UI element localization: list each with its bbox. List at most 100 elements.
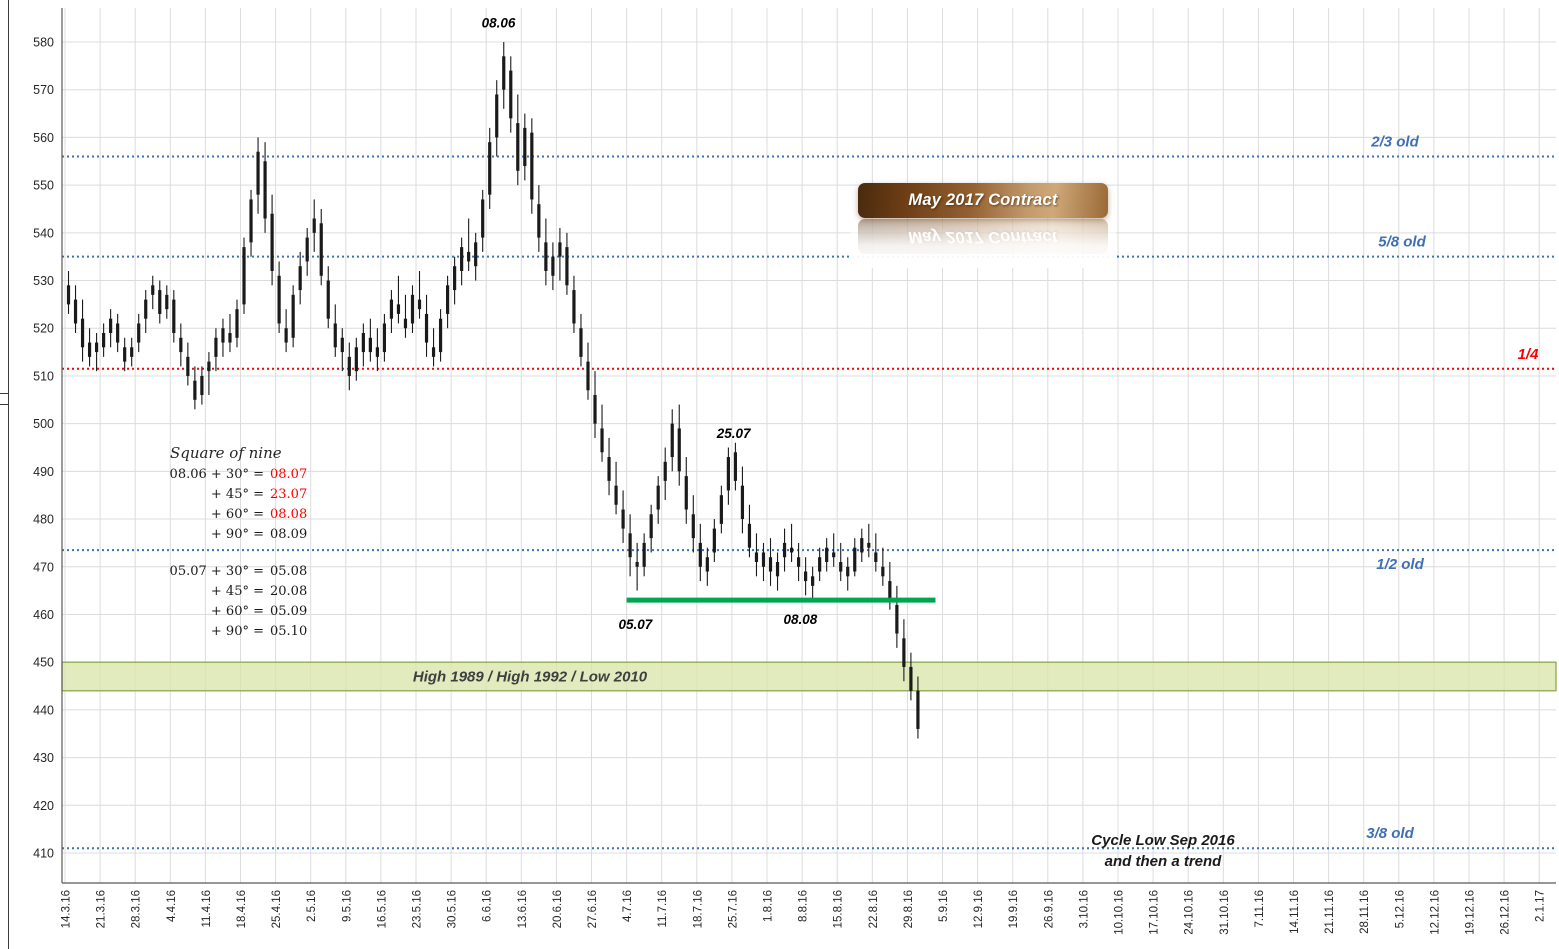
window-edge-line [8, 0, 9, 949]
band-label: High 1989 / High 1992 / Low 2010 [413, 668, 648, 685]
svg-text:8.8.16: 8.8.16 [798, 890, 810, 922]
contract-badge: May 2017 Contract [858, 183, 1108, 218]
edge-marker-bottom [0, 404, 9, 405]
svg-text:510: 510 [33, 369, 54, 383]
support-band: High 1989 / High 1992 / Low 2010 [61, 661, 1557, 692]
square-of-nine-row: + 60° = 08.08 [210, 507, 308, 522]
reference-line-label: 2/3 old [1370, 133, 1419, 150]
svg-text:14.11.16: 14.11.16 [1289, 890, 1301, 934]
svg-text:5.12.16: 5.12.16 [1394, 890, 1406, 928]
annotation-08.06: 08.06 [482, 16, 516, 31]
square-of-nine-row: + 90° = 08.09 [210, 527, 308, 542]
svg-text:26.9.16: 26.9.16 [1043, 890, 1055, 928]
svg-text:430: 430 [33, 751, 54, 765]
svg-text:23.5.16: 23.5.16 [412, 890, 424, 928]
svg-text:11.7.16: 11.7.16 [657, 890, 669, 928]
reference-line-label: 5/8 old [1378, 234, 1426, 251]
svg-text:25.7.16: 25.7.16 [727, 890, 739, 928]
svg-text:530: 530 [33, 274, 54, 288]
y-axis-labels: 580 570 560 550 540 530 520 510 500 490 480 470 460 4… [33, 36, 54, 861]
square-of-nine-row: + 45° = 23.07 [210, 487, 308, 502]
badge-reflection-fade [850, 218, 1116, 268]
svg-text:570: 570 [33, 83, 54, 97]
svg-text:580: 580 [33, 36, 54, 50]
svg-text:27.6.16: 27.6.16 [587, 890, 599, 928]
svg-text:17.10.16: 17.10.16 [1149, 890, 1161, 935]
svg-text:16.5.16: 16.5.16 [376, 890, 388, 928]
svg-text:7.11.16: 7.11.16 [1254, 890, 1266, 928]
svg-text:26.12.16: 26.12.16 [1500, 890, 1512, 935]
square-of-nine-block: Square of nine 08.06 + 30° = 08.07 + 45° =… [168, 444, 308, 644]
square-of-nine-row: + 90° = 05.10 [210, 624, 308, 639]
svg-text:30.5.16: 30.5.16 [447, 890, 459, 928]
chart-annotations: 08.06 25.07 05.07 08.08 [482, 16, 818, 632]
cycle-low-note-line1: Cycle Low Sep 2016 [1091, 832, 1235, 849]
svg-text:2.5.16: 2.5.16 [306, 890, 318, 922]
svg-text:11.4.16: 11.4.16 [201, 890, 213, 928]
svg-text:470: 470 [33, 560, 54, 574]
reference-line-label: 3/8 old [1366, 825, 1414, 842]
svg-text:9.5.16: 9.5.16 [341, 890, 353, 922]
svg-text:500: 500 [33, 417, 54, 431]
price-candles [66, 42, 920, 739]
svg-text:450: 450 [33, 656, 54, 670]
cycle-low-note-line2: and then a trend [1104, 853, 1222, 870]
annotation-08.08: 08.08 [783, 612, 817, 627]
svg-text:550: 550 [33, 179, 54, 193]
square-of-nine-title: Square of nine [170, 444, 282, 462]
x-axis-labels: 14.3.16 21.3.16 28.3.16 4.4.16 11.4.16 18.4.1… [61, 890, 1547, 935]
svg-text:6.6.16: 6.6.16 [482, 890, 494, 922]
reference-line-label: 1/4 [1518, 346, 1540, 363]
svg-text:560: 560 [33, 131, 54, 145]
svg-text:15.8.16: 15.8.16 [833, 890, 845, 928]
annotation-05.07: 05.07 [618, 617, 653, 632]
svg-text:440: 440 [33, 703, 54, 717]
square-of-nine-row: + 45° = 20.08 [210, 584, 308, 599]
svg-text:28.11.16: 28.11.16 [1359, 890, 1371, 934]
svg-text:24.10.16: 24.10.16 [1184, 890, 1196, 935]
svg-text:18.4.16: 18.4.16 [236, 890, 248, 928]
svg-text:490: 490 [33, 465, 54, 479]
svg-text:28.3.16: 28.3.16 [131, 890, 143, 928]
svg-text:2.1.17: 2.1.17 [1535, 890, 1547, 922]
svg-text:12.12.16: 12.12.16 [1429, 890, 1441, 935]
svg-text:1.8.16: 1.8.16 [763, 890, 775, 922]
svg-text:18.7.16: 18.7.16 [692, 890, 704, 928]
reference-line-label: 1/2 old [1376, 556, 1424, 573]
svg-text:4.4.16: 4.4.16 [166, 890, 178, 922]
svg-text:480: 480 [33, 513, 54, 527]
svg-text:5.9.16: 5.9.16 [938, 890, 950, 922]
svg-text:19.12.16: 19.12.16 [1465, 890, 1477, 935]
svg-text:29.8.16: 29.8.16 [903, 890, 915, 928]
annotation-25.07: 25.07 [716, 426, 752, 441]
square-of-nine-row: 08.06 + 30° = 08.07 [169, 467, 308, 482]
svg-text:20.6.16: 20.6.16 [552, 890, 564, 928]
svg-text:25.4.16: 25.4.16 [271, 890, 283, 928]
svg-text:19.9.16: 19.9.16 [1008, 890, 1020, 928]
vertical-gridlines [64, 8, 1540, 883]
svg-text:460: 460 [33, 608, 54, 622]
svg-text:31.10.16: 31.10.16 [1219, 890, 1231, 935]
svg-text:3.10.16: 3.10.16 [1078, 890, 1090, 928]
square-of-nine-row: 05.07 + 30° = 05.08 [169, 564, 308, 579]
svg-text:14.3.16: 14.3.16 [61, 890, 73, 928]
contract-badge-label: May 2017 Contract [908, 191, 1058, 209]
svg-text:22.8.16: 22.8.16 [868, 890, 880, 928]
svg-text:540: 540 [33, 226, 54, 240]
svg-text:21.11.16: 21.11.16 [1324, 890, 1336, 934]
reference-lines: 2/3 old 5/8 old 1/4 1/2 old 3/8 old [62, 133, 1556, 850]
svg-text:420: 420 [33, 799, 54, 813]
cycle-low-note: Cycle Low Sep 2016 and then a trend [1043, 830, 1283, 872]
svg-text:21.3.16: 21.3.16 [96, 890, 108, 928]
square-of-nine-row: + 60° = 05.09 [210, 604, 308, 619]
svg-text:4.7.16: 4.7.16 [622, 890, 634, 922]
square-of-nine-rows: 08.06 + 30° = 08.07 + 45° = 23.07 + 60° = 08.… [168, 467, 308, 644]
svg-text:12.9.16: 12.9.16 [973, 890, 985, 928]
svg-text:10.10.16: 10.10.16 [1114, 890, 1126, 935]
edge-marker-top [0, 393, 9, 394]
svg-text:520: 520 [33, 322, 54, 336]
svg-text:410: 410 [33, 847, 54, 861]
svg-text:13.6.16: 13.6.16 [517, 890, 529, 928]
